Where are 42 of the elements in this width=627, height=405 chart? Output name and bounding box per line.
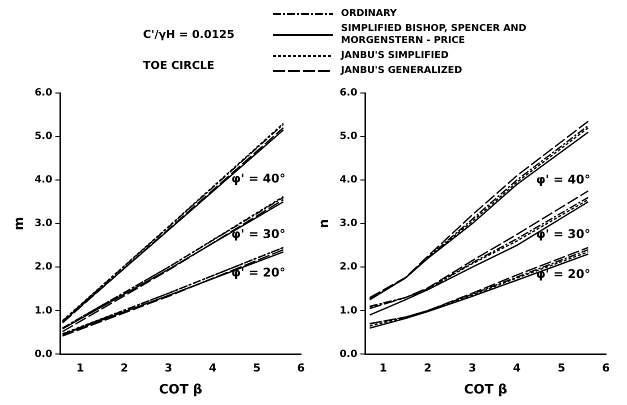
x-tick-label: 3: [164, 362, 172, 375]
x-tick-label: 1: [379, 362, 387, 375]
annotation: φ' = 40°: [231, 172, 286, 186]
y-tick-label: 4.0: [34, 174, 52, 186]
x-tick-label: 2: [120, 362, 128, 375]
y-tick-label: 4.0: [340, 174, 358, 186]
legend-label: SIMPLIFIED BISHOP, SPENCER AND MORGENSTERN - PRICE: [341, 23, 528, 47]
x-tick-label: 3: [468, 362, 476, 375]
y-tick-label: 1.0: [34, 305, 52, 316]
y-tick-label: 0.0: [340, 348, 358, 360]
annotation: φ' = 20°: [231, 265, 286, 280]
annotation: φ' = 40°: [536, 172, 590, 187]
legend-label: JANBU'S SIMPLIFIED: [341, 50, 450, 62]
annotation: φ' = 30°: [536, 227, 590, 242]
y-tick-label: 2.0: [340, 262, 358, 273]
legend-label: JANBU'S GENERALIZED: [341, 65, 464, 77]
y-axis-title: n: [317, 218, 332, 228]
x-tick-label: 6: [602, 362, 610, 375]
y-tick-label: 1.0: [340, 305, 358, 316]
y-tick-label: 6.0: [34, 88, 52, 99]
y-tick-label: 5.0: [34, 131, 52, 142]
y-tick-label: 2.0: [34, 262, 52, 273]
x-axis-title: COT β: [464, 382, 508, 398]
chart-subtitle: TOE CIRCLE: [143, 59, 216, 72]
x-tick-label: 1: [76, 362, 84, 375]
y-tick-label: 6.0: [340, 88, 358, 99]
y-tick-label: 5.0: [340, 131, 358, 142]
x-axis-title: COT β: [159, 382, 202, 398]
y-tick-label: 3.0: [34, 218, 52, 230]
x-tick-label: 4: [208, 362, 217, 375]
chart-title: C'/γH = 0.0125: [143, 28, 236, 41]
x-tick-label: 2: [424, 362, 432, 375]
annotation: φ' = 20°: [536, 266, 590, 281]
legend-label: ORDINARY: [341, 8, 398, 20]
y-tick-label: 3.0: [340, 218, 358, 230]
x-tick-label: 4: [513, 362, 522, 375]
x-tick-label: 5: [558, 362, 566, 375]
x-tick-label: 6: [297, 362, 306, 375]
y-axis-title: m: [12, 216, 28, 230]
annotation: φ' = 30°: [231, 227, 286, 242]
x-tick-label: 5: [253, 362, 261, 375]
y-tick-label: 0.0: [34, 348, 52, 360]
